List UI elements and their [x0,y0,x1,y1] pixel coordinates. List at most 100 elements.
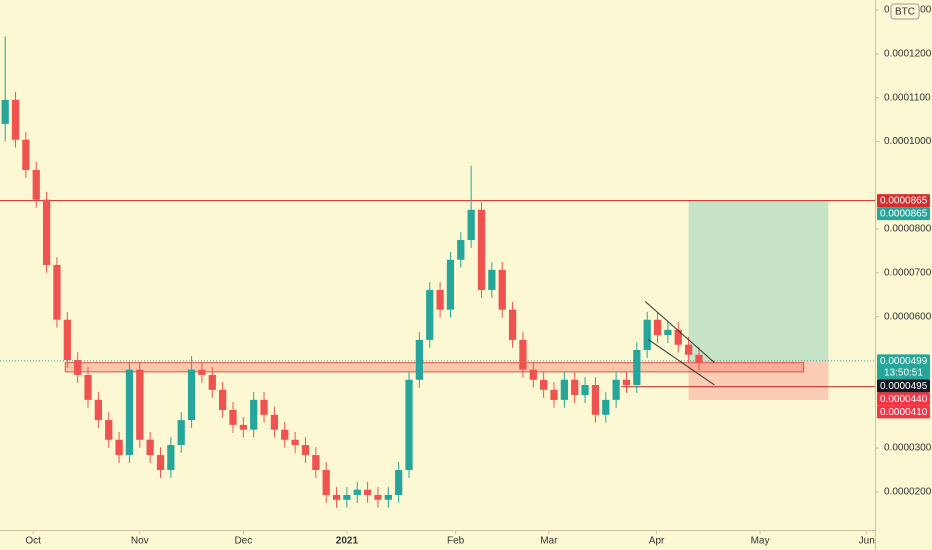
candle-body [343,494,351,500]
price-label-bg [877,194,930,208]
wedge-line [644,300,715,364]
price-label: 0.0000410 [880,407,928,418]
candle-body [384,494,392,500]
candle-body [1,99,9,124]
candle-body [477,209,486,290]
candle-body [498,269,506,310]
candle-body [395,469,403,495]
candle-body [11,99,20,140]
price-label: 0.0000499 [880,356,928,367]
candle-body [581,385,589,396]
currency-badge[interactable] [890,3,920,20]
candle-body [560,379,568,400]
x-tick-label: Mar [540,536,558,547]
candle-body [74,360,82,375]
candle-body [84,374,92,400]
candle-body [446,259,455,310]
candle-body [374,494,382,500]
x-tick-label: Nov [131,536,149,547]
candle-body [177,420,185,446]
price-label-bg [877,207,930,221]
candle-body [32,169,40,200]
candle-body [239,424,247,430]
candle-body [250,399,258,430]
x-tick-label: Dec [234,536,252,547]
candle-body [540,379,548,390]
candle-body [63,319,71,361]
candle-body [488,269,496,290]
y-tick-label: 0.0001100 [884,92,931,103]
candle-body [301,445,310,456]
candle-body [219,389,227,410]
candle-body [208,374,216,390]
y-tick-label: 0.0000200 [884,487,932,498]
price-label: 0.0000865 [880,209,928,220]
candle-body [312,455,320,470]
candle-body [467,209,475,241]
candle-body [622,379,631,386]
candle-body [363,489,372,495]
candle-body [591,385,600,415]
candle-body [684,344,693,355]
y-tick-label: 0.0001200 [884,49,932,60]
candle-body [508,309,517,340]
candle-body [529,369,537,380]
x-tick-label: Feb [447,536,465,547]
candle-body [187,369,196,421]
candle-body [136,369,144,440]
candle-body [94,399,102,421]
candle-body [633,349,641,386]
candle-body [653,319,662,336]
price-label-bg [877,392,930,406]
candle-body [436,289,444,310]
candle-body [643,319,651,350]
x-tick-label: Apr [649,536,665,547]
price-label-bg [877,379,930,393]
candle-body [291,439,299,446]
target-zone [688,200,829,361]
candle-body [664,329,672,336]
candle-body [42,199,51,265]
candle-body [105,420,113,440]
price-label-bg [877,405,930,419]
candle-body [602,399,610,415]
candle-body [332,494,341,500]
x-tick-label: Oct [25,536,41,547]
candle-body [281,429,289,440]
countdown-label: 13:50:51 [884,368,923,379]
candle-body [260,399,268,415]
candle-body [115,439,123,456]
candle-body [270,414,279,430]
price-label-bg [877,354,930,380]
candle-body [405,379,413,470]
support-zone [64,362,805,373]
candle-body [198,369,206,375]
candle-body [22,139,30,170]
currency-label[interactable]: BTC [895,7,915,18]
y-tick-label: 0.0000300 [884,443,932,454]
candle-body [695,354,703,363]
x-tick-label: 2021 [336,536,359,547]
price-label: 0.0000865 [880,196,928,207]
x-tick-label: May [751,536,770,547]
candle-body [612,379,620,400]
axes: 0.0000200 0.0000300 0.0000600 0.0000700 0.00… [25,3,932,547]
candle-body [156,455,165,470]
candle-body [674,329,682,345]
y-tick-label: 0.0001000 [884,136,932,147]
candle-body [519,339,527,370]
wedge-line [647,339,715,386]
candle-body [415,339,424,380]
price-label: 0.0000495 [880,381,928,392]
candle-body [550,389,558,400]
y-tick-label: 0.0000800 [884,224,932,235]
candle-body [53,265,61,320]
candle-body [125,369,134,456]
candle-body [426,289,434,340]
x-tick-label: Jun [859,536,875,547]
candle-body [167,445,175,470]
candle-body [146,439,154,456]
